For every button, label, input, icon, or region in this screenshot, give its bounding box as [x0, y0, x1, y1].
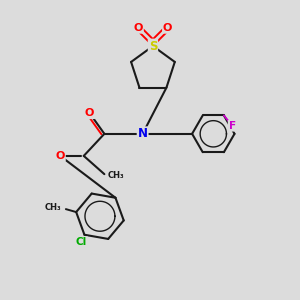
Text: O: O: [85, 108, 94, 118]
Text: O: O: [56, 151, 65, 161]
Text: O: O: [134, 23, 143, 33]
Text: S: S: [149, 40, 157, 52]
Text: CH₃: CH₃: [45, 203, 61, 212]
Text: O: O: [163, 23, 172, 33]
Text: CH₃: CH₃: [108, 171, 124, 180]
Text: F: F: [229, 121, 236, 131]
Text: N: N: [138, 127, 148, 140]
Text: Cl: Cl: [76, 237, 87, 247]
